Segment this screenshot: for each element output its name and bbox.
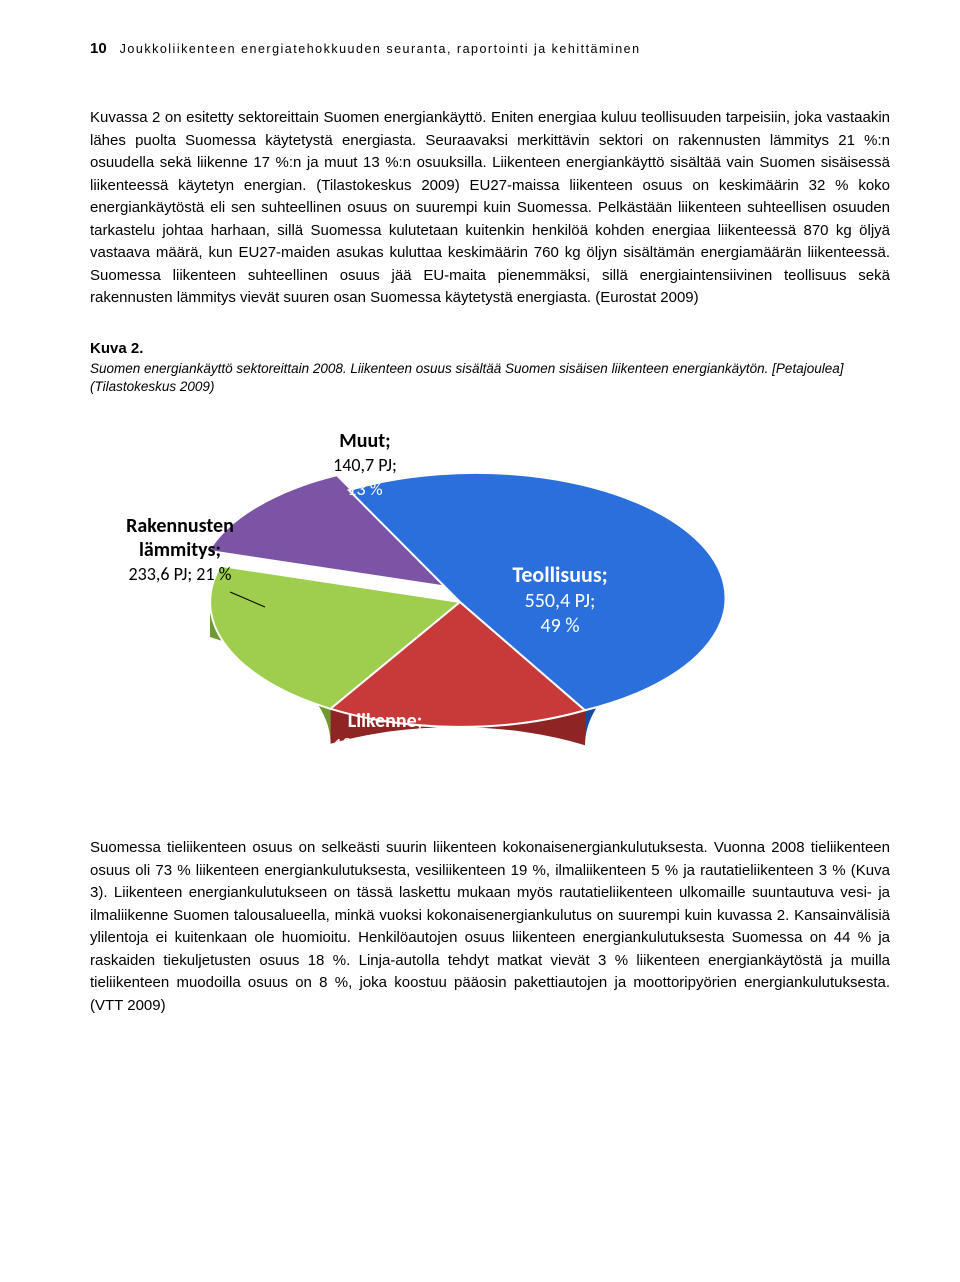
paragraph-1: Kuvassa 2 on esitetty sektoreittain Suom… — [90, 107, 890, 310]
running-title: Joukkoliikenteen energiatehokkuuden seur… — [120, 42, 641, 56]
label-rakennusten: Rakennusten lämmitys; 233,6 PJ; 21 % — [126, 514, 234, 585]
figure-caption: Suomen energiankäyttö sektoreittain 2008… — [90, 360, 890, 398]
svg-text:185,4 PJ; 17 %: 185,4 PJ; 17 % — [334, 734, 437, 756]
paragraph-2: Suomessa tieliikenteen osuus on selkeäst… — [90, 837, 890, 1017]
svg-text:Teollisuus;: Teollisuus; — [512, 561, 607, 588]
figure-heading: Kuva 2. — [90, 340, 890, 357]
svg-text:49 %: 49 % — [540, 614, 579, 638]
svg-text:lämmitys;: lämmitys; — [139, 538, 221, 562]
page-number: 10 — [90, 40, 107, 57]
running-header: 10 Joukkoliikenteen energiatehokkuuden s… — [90, 40, 890, 57]
energy-pie-chart: Teollisuus; 550,4 PJ; 49 % Liikenne; 185… — [90, 407, 750, 807]
svg-text:13 %: 13 % — [347, 478, 382, 500]
svg-text:Muut;: Muut; — [339, 429, 390, 453]
svg-text:Rakennusten: Rakennusten — [126, 514, 234, 538]
svg-text:Liikenne;: Liikenne; — [348, 709, 422, 733]
svg-text:550,4 PJ;: 550,4 PJ; — [525, 589, 596, 613]
label-liikenne: Liikenne; 185,4 PJ; 17 % — [334, 709, 437, 756]
svg-text:140,7 PJ;: 140,7 PJ; — [333, 454, 397, 476]
svg-text:233,6 PJ; 21 %: 233,6 PJ; 21 % — [129, 563, 232, 585]
